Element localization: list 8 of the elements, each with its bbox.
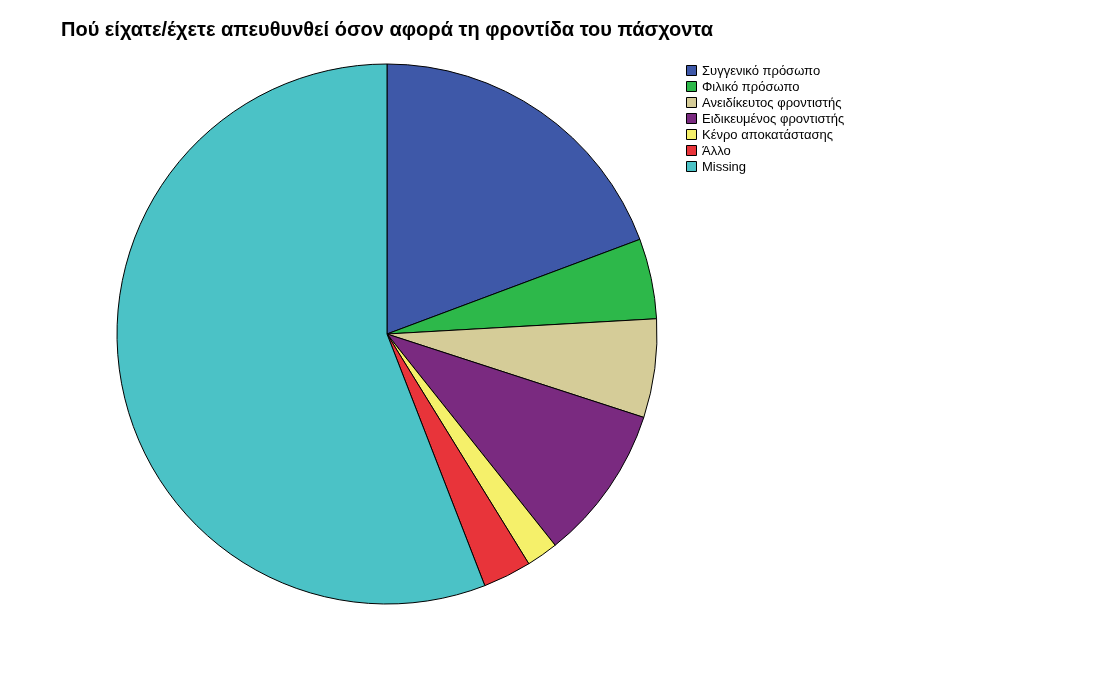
legend-label: Missing: [702, 158, 747, 174]
legend-label: Φιλικό πρόσωπο: [702, 78, 800, 94]
legend-label: Συγγενικό πρόσωπο: [702, 62, 821, 78]
chart-title: Πού είχατε/έχετε απευθυνθεί όσον αφορά τη φροντίδα του πάσχοντα: [60, 18, 714, 40]
legend-label: Άλλο: [702, 142, 731, 158]
legend-label: Κένρο αποκατάστασης: [702, 126, 834, 142]
legend-label: Ανειδίκευτος φροντιστής: [702, 94, 842, 110]
legend-label: Ειδικευμένος φροντιστής: [702, 110, 845, 126]
